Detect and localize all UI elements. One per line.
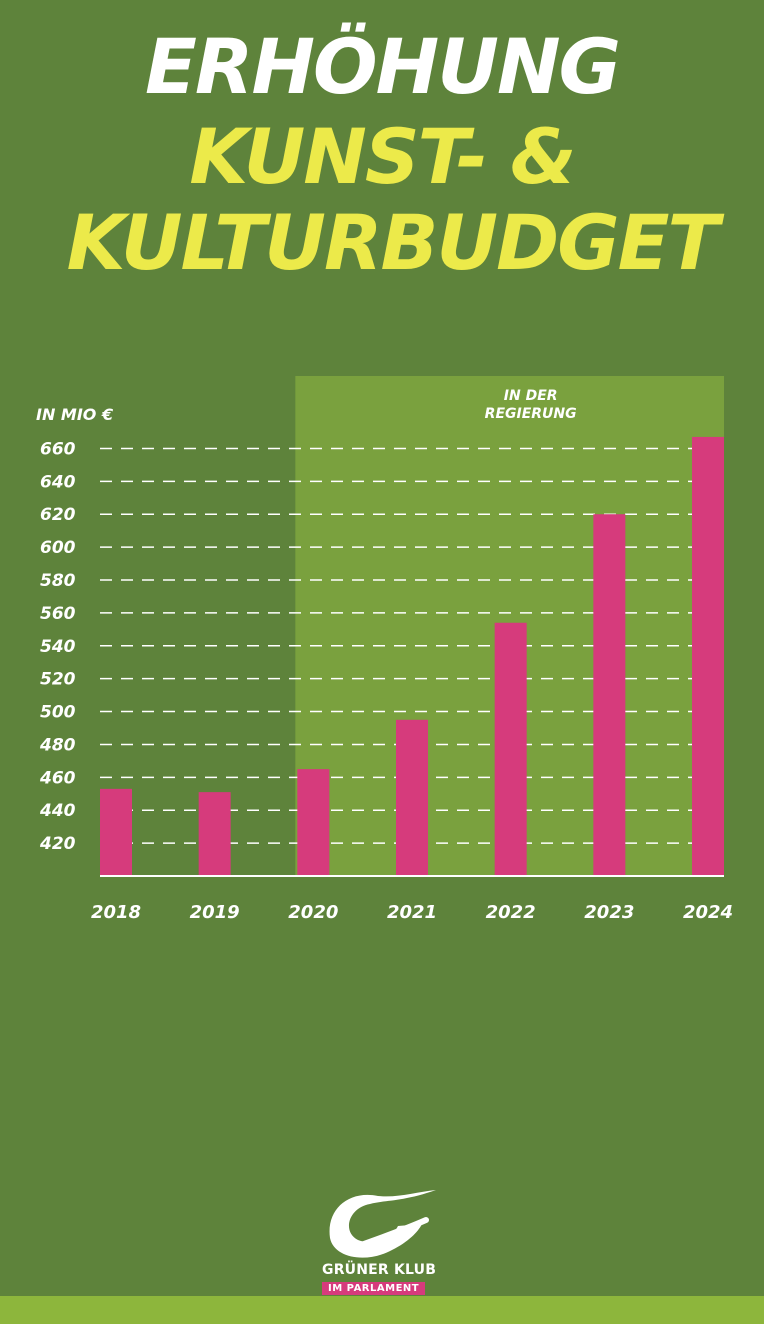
x-tick-label: 2021 — [387, 902, 437, 923]
y-tick-label: 540 — [40, 637, 76, 657]
x-tick-label: 2018 — [91, 902, 141, 923]
title-line-2: KUNST- & — [189, 112, 576, 201]
y-tick-label: 460 — [39, 768, 76, 788]
bar-2019 — [198, 792, 231, 876]
y-tick-label: 480 — [39, 735, 76, 755]
x-tick-label: 2020 — [288, 902, 338, 923]
highlight-label-line-1: IN DER — [504, 388, 558, 404]
gruener-klub-logo-icon — [329, 1190, 436, 1258]
y-tick-label: 640 — [40, 472, 76, 492]
title-line-3: KULTURBUDGET — [66, 198, 720, 287]
logo-text-line-1: GRÜNER KLUB — [322, 1262, 437, 1278]
y-tick-label: 660 — [40, 439, 76, 459]
bar-2018 — [100, 788, 132, 876]
logo-text-line-2: IM PARLAMENT — [322, 1282, 426, 1295]
y-tick-label: 440 — [39, 801, 76, 821]
x-tick-label: 2019 — [190, 902, 240, 923]
x-tick-label: 2022 — [486, 902, 536, 923]
bottom-band — [0, 1296, 764, 1324]
y-tick-label: 520 — [40, 670, 76, 690]
bar-2024 — [692, 436, 724, 876]
y-tick-label: 620 — [40, 505, 76, 525]
y-tick-label: 500 — [40, 703, 76, 723]
bar-2021 — [396, 719, 428, 876]
bar-2020 — [297, 769, 330, 876]
highlight-label-line-2: REGIERUNG — [485, 406, 577, 422]
y-tick-label: 580 — [40, 571, 76, 591]
bar-2022 — [494, 622, 527, 876]
bar-2023 — [593, 514, 626, 876]
budget-bar-chart: IN DER REGIERUNG IN MIO € 420 440 460 480 50… — [36, 376, 733, 923]
x-tick-label: 2023 — [584, 902, 634, 923]
y-tick-label: 420 — [39, 834, 76, 854]
y-axis-label: IN MIO € — [36, 405, 113, 424]
x-tick-label: 2024 — [683, 902, 733, 923]
title-line-1: ERHÖHUNG — [145, 22, 621, 111]
y-tick-label: 560 — [40, 604, 76, 624]
y-tick-label: 600 — [40, 538, 76, 558]
